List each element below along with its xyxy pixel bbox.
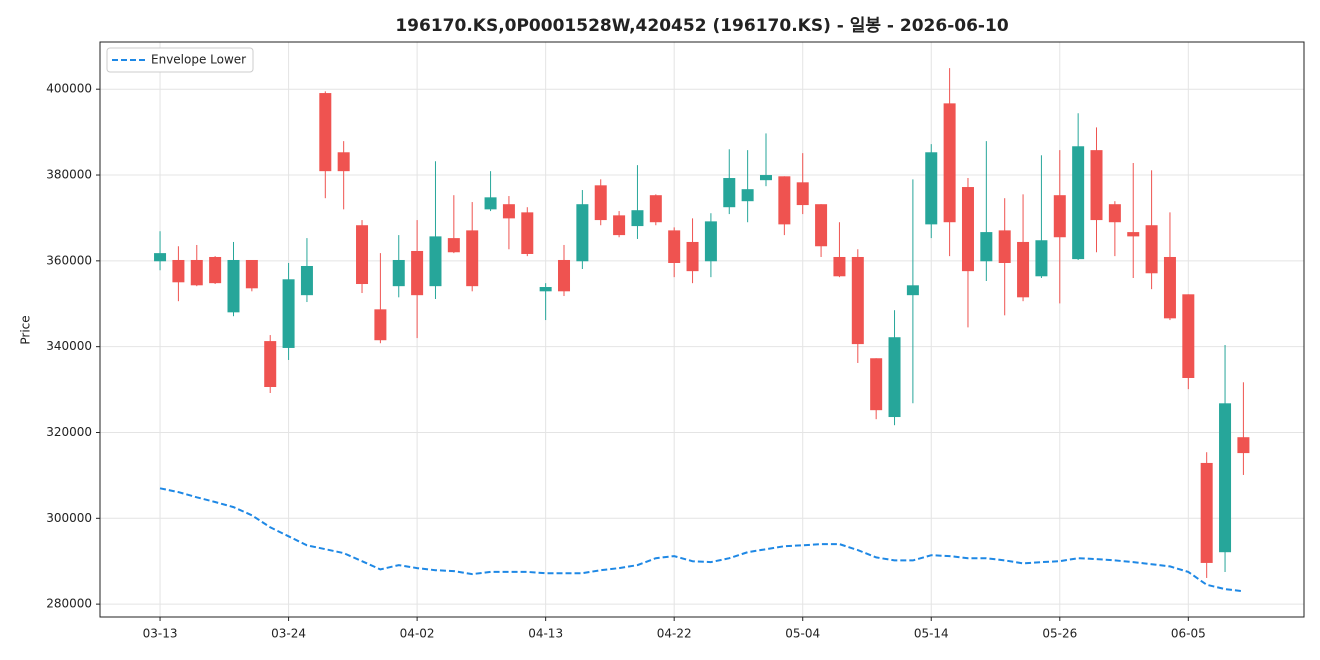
candle-body: [300, 265, 313, 296]
candle-body: [796, 182, 809, 206]
candle-body: [925, 152, 938, 225]
candle-body: [998, 230, 1011, 263]
candle-body: [704, 221, 717, 262]
candle-body: [1127, 232, 1140, 237]
candle-body: [502, 204, 515, 219]
x-tick-label: 03-13: [143, 627, 178, 641]
candle-body: [172, 259, 185, 283]
candle-body: [759, 175, 772, 181]
y-tick-label: 340000: [46, 339, 92, 353]
candle-body: [851, 256, 864, 345]
candle-body: [282, 279, 295, 348]
candle-body: [594, 185, 607, 221]
candle-body: [319, 93, 332, 172]
y-tick-label: 320000: [46, 425, 92, 439]
candle-body: [1017, 241, 1030, 298]
candle-body: [154, 253, 167, 262]
line-series: [159, 487, 1244, 593]
candle-body: [429, 236, 442, 287]
candle-body: [521, 212, 534, 254]
plot-marks: [154, 68, 1250, 593]
x-tick-label: 04-22: [657, 627, 692, 641]
candle-body: [1182, 294, 1195, 378]
candle-body: [337, 152, 350, 172]
candle-body: [1200, 462, 1213, 563]
x-tick-label: 03-24: [271, 627, 306, 641]
candle-body: [870, 358, 883, 411]
candle-body: [245, 259, 258, 289]
candle-body: [227, 259, 240, 313]
candle-body: [1237, 437, 1250, 454]
candle-body: [888, 337, 901, 418]
x-tick-label: 05-14: [914, 627, 949, 641]
x-tick-label: 05-26: [1042, 627, 1077, 641]
x-tick-label: 05-04: [785, 627, 820, 641]
legend-box: [106, 47, 254, 73]
candle-body: [1145, 225, 1158, 274]
candle-body: [906, 285, 919, 296]
candle-body: [686, 241, 699, 272]
candle-body: [484, 197, 497, 210]
x-tick-label: 04-13: [528, 627, 563, 641]
legend: Envelope Lower: [106, 47, 254, 73]
candle-body: [209, 256, 222, 284]
candle-body: [668, 230, 681, 263]
candle-body: [1108, 204, 1121, 223]
candle-body: [1163, 256, 1176, 319]
candle-body: [539, 287, 552, 292]
candle-body: [980, 232, 993, 262]
candle-body: [447, 238, 460, 253]
x-tick-label: 06-05: [1171, 627, 1206, 641]
grid: 280000 300000 320000 340000 360000 380000 4000…: [46, 42, 1304, 641]
plot-frame: [99, 41, 1305, 618]
candle-body: [649, 195, 662, 223]
candle-body: [411, 250, 424, 296]
y-tick-label: 300000: [46, 511, 92, 525]
y-axis-label: Price: [19, 315, 33, 344]
y-tick-label: 380000: [46, 168, 92, 182]
candle-body: [778, 176, 791, 225]
legend-label: Envelope Lower: [151, 53, 246, 67]
chart-title: 196170.KS,0P0001528W,420452 (196170.KS) …: [395, 16, 1008, 36]
candle-body: [833, 256, 846, 277]
y-tick-label: 360000: [46, 253, 92, 267]
candle-body: [190, 259, 203, 286]
candle-body: [815, 204, 828, 247]
candle-body: [631, 210, 644, 227]
candle-body: [264, 341, 277, 387]
candle-body: [466, 230, 479, 287]
candle-body: [1053, 195, 1066, 238]
candle-body: [723, 178, 736, 208]
candle-body: [374, 309, 387, 341]
candle-body: [961, 187, 974, 272]
candle-body: [1035, 240, 1048, 277]
candle-body: [1219, 403, 1232, 553]
candle-body: [356, 225, 369, 285]
candle-body: [392, 259, 405, 287]
candle-body: [1072, 146, 1085, 260]
y-tick-label: 400000: [46, 82, 92, 96]
candle-body: [576, 204, 589, 262]
x-tick-label: 04-02: [400, 627, 435, 641]
candle-body: [1090, 150, 1103, 221]
candle-body: [558, 259, 571, 292]
candle-body: [613, 215, 626, 236]
candle-body: [943, 103, 956, 223]
candle-body: [741, 189, 754, 202]
y-tick-label: 280000: [46, 597, 92, 611]
